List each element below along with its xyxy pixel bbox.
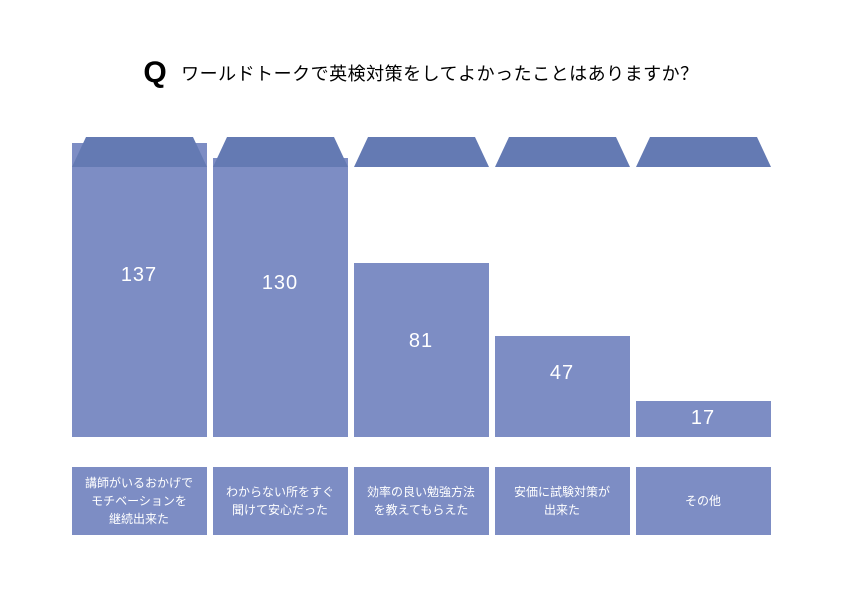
bar: 81 [354,263,489,437]
bar-value: 47 [495,362,630,385]
connector-segment [636,137,771,167]
category-label-text: わからない所をすぐ 聞けて安心だった [226,483,334,519]
title-row: Q ワールドトークで英検対策をしてよかったことはありますか？ [0,56,842,90]
bar: 17 [636,401,771,437]
connector-segment [72,137,207,167]
category-label: その他 [636,467,771,535]
bar-value: 137 [72,264,207,287]
bar-value: 130 [213,272,348,295]
category-label: 講師がいるおかげで モチベーションを 継続出来た [72,467,207,535]
labels-container: 講師がいるおかげで モチベーションを 継続出来たわからない所をすぐ 聞けて安心だ… [72,467,771,535]
category-label: わからない所をすぐ 聞けて安心だった [213,467,348,535]
category-label-text: 講師がいるおかげで モチベーションを 継続出来た [85,474,193,528]
connector-3d-band [72,137,771,167]
bar: 47 [495,336,630,437]
page: Q ワールドトークで英検対策をしてよかったことはありますか？ 137 130 81 4… [0,0,842,595]
chart-area: 137 130 81 47 17 講師がいるおかげで モチベーションを 継続出来たわから… [72,137,771,535]
category-label: 安価に試験対策が 出来た [495,467,630,535]
bar: 137 [72,143,207,437]
category-label-text: その他 [685,492,721,510]
bar: 130 [213,158,348,437]
category-label-text: 効率の良い勉強方法 を教えてもらえた [367,483,475,519]
connector-segment [495,137,630,167]
q-mark-icon: Q [143,56,166,90]
category-label-text: 安価に試験対策が 出来た [514,483,610,519]
connector-segment [354,137,489,167]
chart-title: ワールドトークで英検対策をしてよかったことはありますか？ [181,60,698,86]
bars-container: 137 130 81 47 17 [72,137,771,437]
bar-value: 17 [636,407,771,430]
category-label: 効率の良い勉強方法 を教えてもらえた [354,467,489,535]
bar-value: 81 [354,330,489,353]
connector-segment [213,137,348,167]
